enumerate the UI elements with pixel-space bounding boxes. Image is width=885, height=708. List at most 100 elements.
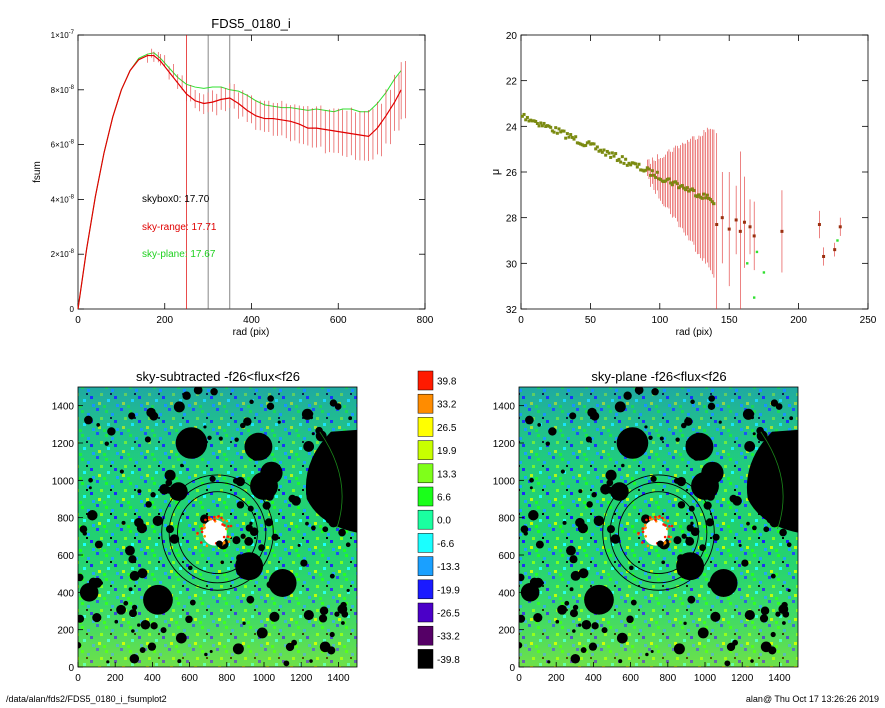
mu-point (590, 142, 594, 146)
masked-source (128, 609, 137, 618)
galaxy-halo-pixel (200, 527, 204, 530)
mu-point (592, 142, 596, 146)
masked-source (585, 436, 592, 443)
masked-source (732, 639, 739, 646)
masked-source (606, 525, 615, 534)
masked-source (618, 659, 623, 664)
masked-source (545, 441, 550, 446)
mu-point (629, 163, 633, 167)
masked-source (581, 620, 592, 630)
masked-source (750, 411, 755, 416)
mu-point (738, 229, 742, 233)
masked-source (562, 520, 567, 525)
masked-source (165, 525, 174, 534)
masked-source (744, 609, 755, 621)
masked-source (329, 631, 335, 638)
mu-point (569, 133, 573, 137)
mu-point (690, 187, 694, 191)
masked-source (203, 425, 207, 429)
masked-source (119, 469, 124, 474)
image-x-tick-label: 600 (622, 673, 639, 684)
mu-point (689, 188, 693, 192)
mu-point (567, 135, 571, 139)
fsum-y-tick-label: 6×10-8 (51, 140, 75, 150)
mu-point (670, 183, 674, 187)
mu-point (700, 196, 704, 200)
masked-source (626, 615, 634, 624)
colorbar-swatch (417, 417, 434, 437)
masked-source (107, 427, 116, 436)
galaxy-halo-pixel (644, 526, 647, 529)
masked-bright-star (746, 429, 798, 533)
masked-source (570, 570, 581, 581)
masked-source (675, 437, 680, 442)
sky-plane-title: sky-plane -f26<flux<f26 (591, 369, 726, 384)
masked-source (708, 395, 715, 402)
masked-source (319, 606, 329, 615)
masked-source (150, 622, 158, 630)
mu-point (667, 177, 671, 181)
galaxy-halo-pixel (663, 541, 667, 545)
masked-source (705, 518, 714, 527)
mu-point (604, 153, 608, 157)
mu-point (552, 130, 556, 134)
annotation-sky-range: sky-range: 17.71 (142, 222, 217, 233)
galaxy-halo-pixel (213, 515, 216, 519)
masked-source (303, 441, 315, 452)
masked-source (718, 420, 722, 424)
masked-source (128, 587, 133, 592)
mu-point (544, 124, 548, 128)
masked-source (209, 475, 216, 483)
colorbar-swatch (417, 370, 434, 391)
mu-x-tick-label: 100 (651, 315, 668, 326)
image-y-tick-label: 600 (498, 551, 515, 562)
masked-source (136, 523, 147, 534)
masked-source (87, 510, 98, 521)
fsum-y-tick-label: 8×10-8 (51, 85, 75, 95)
mu-sky-plane-point (752, 296, 756, 299)
masked-source (606, 479, 614, 487)
fsum-x-tick-label: 400 (243, 315, 260, 326)
colorbar-swatch (417, 579, 434, 600)
mu-point (609, 155, 613, 159)
masked-source (564, 600, 570, 606)
masked-source (240, 533, 246, 539)
masked-source (519, 573, 525, 582)
masked-source (768, 646, 777, 655)
mu-x-tick-label: 250 (860, 315, 877, 326)
mu-point (610, 151, 614, 155)
masked-source (88, 486, 92, 490)
mu-point (655, 170, 659, 174)
mu-point (564, 136, 568, 140)
aperture-outer (602, 474, 715, 591)
masked-source (634, 387, 644, 395)
mu-point (562, 129, 566, 133)
mu-point (550, 129, 554, 133)
masked-source (256, 627, 268, 639)
aperture-inner (177, 491, 258, 574)
masked-source (169, 534, 180, 544)
galaxy-halo-pixel (225, 527, 228, 531)
masked-large-source (143, 584, 173, 615)
masked-source (137, 489, 142, 494)
galaxy-core-mask (216, 540, 223, 548)
colorbar-swatch (417, 625, 434, 646)
masked-source (724, 660, 731, 667)
masked-source (78, 642, 82, 649)
masked-source (297, 543, 301, 547)
mu-point (752, 234, 756, 238)
mu-point (579, 142, 583, 146)
masked-source (309, 659, 313, 663)
galaxy-halo-pixel (666, 519, 670, 523)
masked-source (520, 525, 529, 534)
mu-point (540, 124, 544, 128)
masked-source (232, 643, 244, 655)
mu-point (554, 126, 558, 130)
masked-source (139, 647, 146, 653)
image-x-tick-label: 1400 (327, 673, 350, 684)
masked-source (557, 604, 567, 615)
aperture-outer (161, 474, 274, 591)
mu-point (615, 159, 619, 163)
colorbar-swatch (417, 463, 434, 484)
masked-source (146, 407, 156, 418)
